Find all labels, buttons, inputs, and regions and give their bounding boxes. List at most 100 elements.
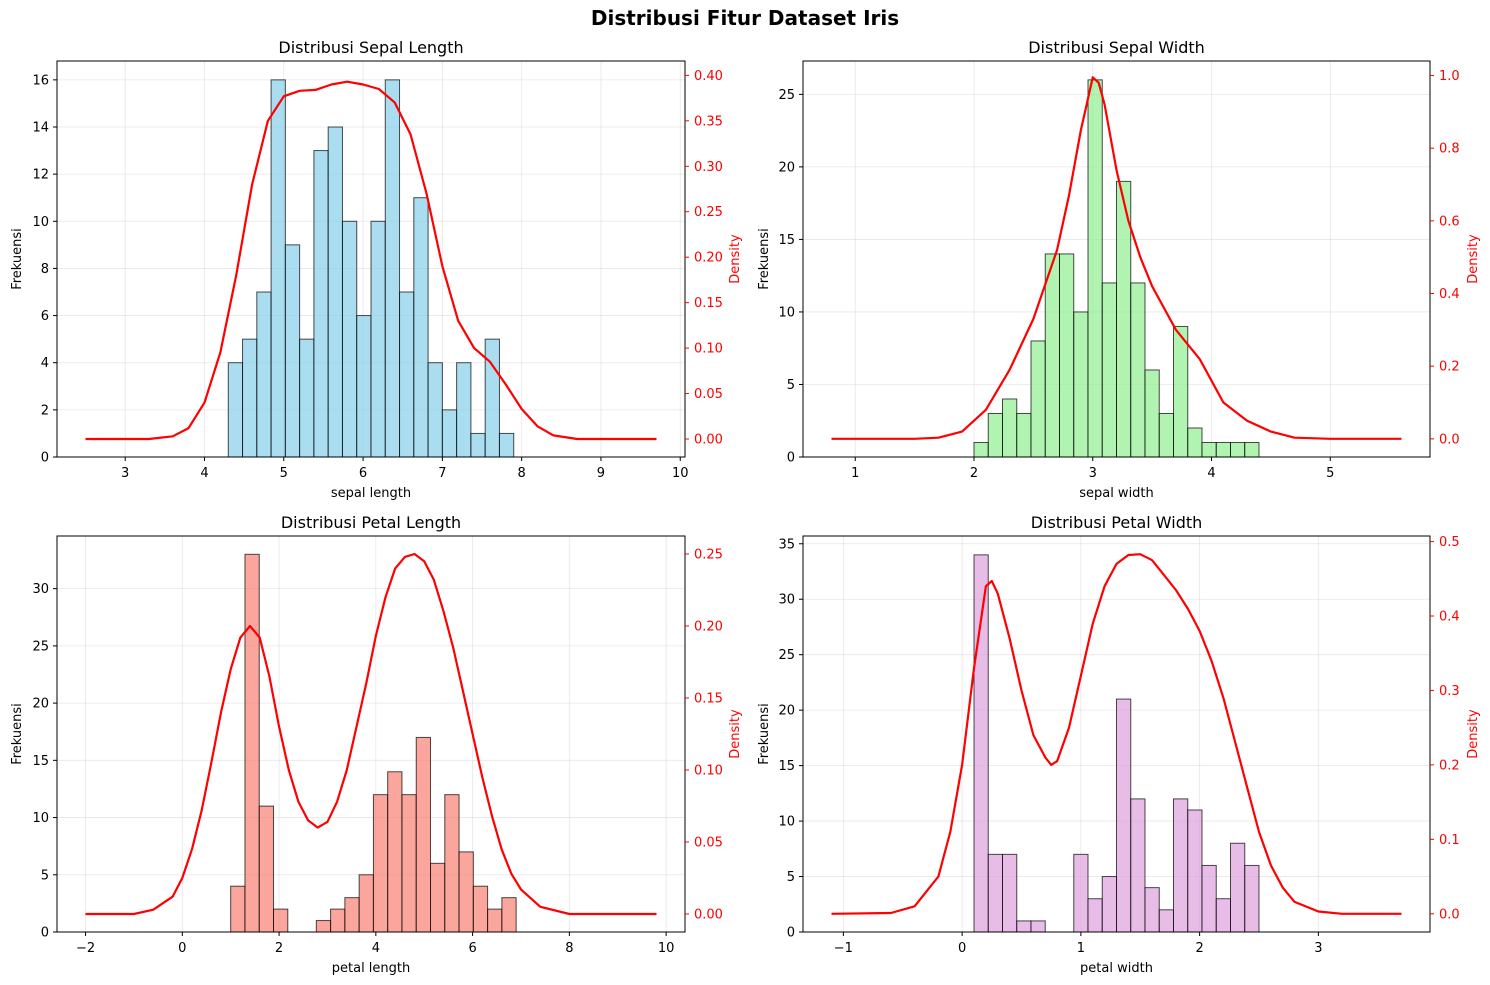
histogram-bar bbox=[401, 794, 417, 933]
histogram-bar bbox=[1073, 853, 1089, 933]
y-tick-label: 20 bbox=[778, 704, 795, 719]
histogram-bar bbox=[258, 805, 275, 933]
y-axis-label: Frekuensi bbox=[10, 228, 25, 290]
x-tick-label: 3 bbox=[1089, 466, 1097, 481]
y-tick-label: 10 bbox=[32, 811, 49, 826]
y-axis-label: Frekuensi bbox=[757, 228, 772, 290]
y-tick-label: 14 bbox=[32, 121, 49, 136]
histogram-bar bbox=[1230, 441, 1246, 458]
subplot-title: Distribusi Petal Length bbox=[281, 513, 461, 532]
x-tick-label: 9 bbox=[597, 466, 605, 481]
histogram-bar bbox=[1244, 441, 1260, 458]
subplot-3: −2 0 2 4 6 8 10 0 5 10 15 20 25 30 0.00 0.05 0.10 0.15 0.2… bbox=[10, 513, 743, 976]
kde-density-line bbox=[831, 553, 1402, 915]
histogram-bar bbox=[1059, 253, 1075, 458]
subplot-4: −1 0 1 2 3051015202530350.00.10.20.30.40.5Di… bbox=[757, 513, 1481, 976]
histogram-bar bbox=[1101, 876, 1117, 933]
y-tick-label: 10 bbox=[778, 815, 795, 830]
histogram-bar bbox=[973, 441, 989, 458]
y2-tick-label: 0.15 bbox=[694, 692, 723, 707]
y2-tick-label: 0.6 bbox=[1439, 214, 1460, 229]
x-axis-label: sepal length bbox=[331, 486, 411, 501]
x-axis-label: petal width bbox=[1080, 961, 1153, 976]
histogram-bar bbox=[1002, 853, 1018, 933]
y-tick-label: 15 bbox=[778, 233, 795, 248]
histogram-bars bbox=[973, 79, 1260, 458]
x-tick-label: 2 bbox=[970, 466, 978, 481]
y2-tick-label: 0.30 bbox=[694, 160, 723, 175]
subplot-grid: 3 4 5 6 7 8 9 1002468101214160.000.050.100.150.… bbox=[10, 38, 1481, 976]
histogram-bar bbox=[456, 362, 472, 458]
histogram-bar bbox=[1158, 412, 1174, 458]
histogram-bar bbox=[384, 79, 401, 458]
y2-tick-label: 0.10 bbox=[694, 764, 723, 779]
y-tick-label: 12 bbox=[32, 168, 49, 183]
y-tick-label: 15 bbox=[778, 759, 795, 774]
histogram-bar bbox=[441, 409, 458, 458]
x-tick-label: 10 bbox=[672, 466, 689, 481]
histogram-bar bbox=[444, 794, 460, 933]
y2-tick-label: 0.20 bbox=[694, 620, 723, 635]
subplot-2: 1 2 3 4 5 0 5 10 15 20 25 0.0 0.2 0.4 0.6 0.8 1.0 Distrib… bbox=[757, 38, 1481, 501]
y-tick-label: 25 bbox=[778, 88, 795, 103]
y2-axis-label: Density bbox=[728, 709, 743, 759]
histogram-bar bbox=[358, 874, 374, 933]
histogram-bar bbox=[1044, 253, 1060, 458]
y-tick-label: 2 bbox=[41, 403, 49, 418]
y2-tick-label: 0.00 bbox=[694, 433, 723, 448]
histogram-bar bbox=[1201, 864, 1217, 933]
y-tick-label: 30 bbox=[32, 582, 49, 597]
y2-tick-label: 1.0 bbox=[1439, 69, 1460, 84]
y2-tick-label: 0.35 bbox=[694, 114, 723, 129]
x-tick-label: 1 bbox=[851, 466, 859, 481]
y2-tick-label: 0.4 bbox=[1439, 610, 1460, 625]
histogram-bar bbox=[256, 291, 272, 458]
x-tick-label: 2 bbox=[275, 941, 283, 956]
kde-density-line bbox=[85, 552, 657, 916]
y-tick-label: 25 bbox=[32, 639, 49, 654]
y-tick-label: 8 bbox=[41, 262, 49, 277]
histogram-bar bbox=[1130, 282, 1146, 458]
y-tick-label: 20 bbox=[32, 697, 49, 712]
x-tick-label: 2 bbox=[1195, 941, 1203, 956]
figure-title: Distribusi Fitur Dataset Iris bbox=[591, 6, 899, 30]
histogram-bar bbox=[987, 853, 1003, 933]
histogram-bar bbox=[1030, 920, 1046, 933]
y-tick-label: 15 bbox=[32, 754, 49, 769]
y2-tick-label: 0.0 bbox=[1439, 907, 1460, 922]
histogram-bar bbox=[470, 432, 486, 458]
y-tick-label: 10 bbox=[778, 305, 795, 320]
x-tick-label: −2 bbox=[76, 941, 95, 956]
y-tick-label: 16 bbox=[32, 73, 49, 88]
y2-tick-label: 0.20 bbox=[694, 251, 723, 266]
x-tick-label: 4 bbox=[1207, 466, 1215, 481]
x-tick-label: 6 bbox=[468, 941, 476, 956]
histogram-bar bbox=[1173, 325, 1189, 458]
y2-tick-label: 0.25 bbox=[694, 548, 723, 563]
y2-tick-label: 0.15 bbox=[694, 296, 723, 311]
histogram-bar bbox=[344, 897, 360, 933]
histogram-bar bbox=[1187, 809, 1203, 933]
histogram-bar bbox=[284, 244, 301, 458]
y2-tick-label: 0.0 bbox=[1439, 432, 1460, 447]
subplot-title: Distribusi Petal Width bbox=[1031, 513, 1203, 532]
histogram-bar bbox=[1144, 369, 1160, 458]
y-tick-label: 5 bbox=[787, 378, 795, 393]
histogram-bar bbox=[327, 126, 343, 458]
y-axis-label: Frekuensi bbox=[757, 703, 772, 765]
histogram-bar bbox=[472, 885, 489, 933]
y-tick-label: 4 bbox=[41, 356, 49, 371]
y2-tick-label: 0.2 bbox=[1439, 758, 1460, 773]
histogram-bar bbox=[230, 885, 246, 933]
histogram-bar bbox=[458, 851, 474, 933]
histogram-bar bbox=[244, 553, 260, 933]
y-tick-label: 0 bbox=[41, 926, 49, 941]
histogram-bar bbox=[1016, 920, 1032, 933]
plot-frame bbox=[56, 535, 686, 933]
histogram-bar bbox=[1201, 441, 1217, 458]
y-tick-label: 0 bbox=[787, 451, 795, 466]
y2-tick-label: 0.05 bbox=[694, 836, 723, 851]
x-tick-label: 4 bbox=[200, 466, 208, 481]
histogram-bar bbox=[273, 908, 289, 933]
